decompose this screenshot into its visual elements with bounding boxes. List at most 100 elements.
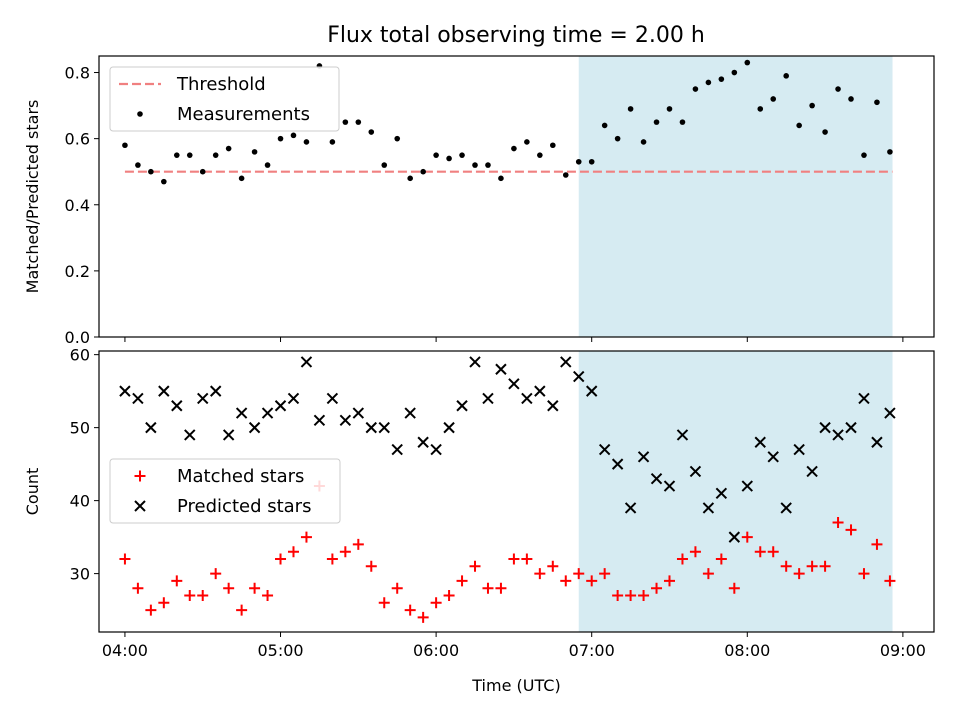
- matched-star-point: [689, 546, 701, 558]
- matched-star-point: [806, 560, 818, 572]
- measurement-point: [225, 145, 232, 152]
- measurement-point: [640, 139, 647, 145]
- measurement-point: [472, 162, 478, 168]
- measurement-point: [186, 152, 193, 158]
- matched-star-point: [547, 560, 559, 572]
- predicted-star-point: [637, 451, 650, 463]
- predicted-star-point: [443, 421, 455, 434]
- predicted-star-point: [313, 414, 326, 427]
- matched-star-point: [132, 582, 144, 594]
- matched-star-point: [197, 590, 209, 602]
- measurement-point: [757, 106, 764, 112]
- matched-star-point: [262, 590, 274, 602]
- predicted-star-point: [197, 392, 209, 405]
- legend-predicted-label: Predicted stars: [177, 496, 311, 517]
- matched-star-point: [145, 604, 157, 616]
- measurement-point: [342, 119, 349, 125]
- measurement-point: [705, 79, 712, 86]
- matched-star-point: [287, 546, 299, 558]
- legend-predicted-swatch: [134, 500, 146, 512]
- predicted-star-point: [845, 421, 857, 434]
- matched-star-point: [819, 560, 831, 572]
- measurement-point: [692, 86, 699, 92]
- predicted-star-point: [715, 487, 728, 500]
- predicted-star-point: [624, 502, 637, 514]
- matched-star-point: [754, 546, 766, 558]
- matched-star-point: [663, 575, 675, 587]
- x-axis-label: Time (UTC): [471, 676, 560, 695]
- measurement-point: [770, 96, 777, 102]
- predicted-star-point: [352, 407, 365, 419]
- y-tick-label: 0.0: [65, 328, 90, 347]
- legend-threshold-label: Threshold: [176, 74, 266, 95]
- y-tick-label: 0.6: [65, 130, 90, 149]
- predicted-star-point: [417, 436, 429, 448]
- matched-star-point: [417, 611, 429, 623]
- predicted-star-point: [469, 356, 481, 368]
- predicted-star-point: [184, 429, 196, 441]
- predicted-star-point: [702, 502, 715, 514]
- measurement-point: [459, 152, 465, 158]
- predicted-star-point: [767, 451, 779, 463]
- measurement-point: [562, 172, 569, 178]
- matched-star-point: [223, 582, 235, 594]
- matched-star-point: [534, 568, 546, 580]
- matched-star-point: [119, 553, 131, 565]
- bottom-panel: 30 40 50 60 04:00 05:00 06:00 07:00 08:00 09:00 Co…: [23, 346, 935, 695]
- matched-star-point: [741, 531, 753, 543]
- measurement-point: [511, 145, 517, 152]
- predicted-star-point: [287, 392, 300, 405]
- measurement-point: [848, 96, 854, 102]
- predicted-star-point: [235, 407, 248, 419]
- predicted-star-point: [391, 443, 403, 456]
- y-axis-label: Count: [23, 468, 42, 516]
- y-axis-label: Matched/Predicted stars: [23, 100, 42, 294]
- measurement-point: [238, 175, 245, 182]
- measurement-point: [861, 152, 867, 158]
- measurement-point: [303, 139, 310, 145]
- matched-star-point: [612, 590, 624, 602]
- x-tick-label: 09:00: [880, 641, 926, 660]
- measurement-point: [796, 122, 802, 129]
- predicted-star-point: [456, 400, 468, 412]
- measurement-point: [433, 152, 439, 158]
- matched-star-point: [404, 604, 416, 616]
- measurement-point: [614, 135, 621, 142]
- measurement-point: [718, 76, 725, 82]
- legend: Threshold Measurements: [109, 66, 340, 132]
- measurement-point: [148, 168, 154, 175]
- x-tick-label: 04:00: [102, 641, 148, 660]
- predicted-star-point: [650, 473, 663, 485]
- predicted-star-point: [598, 443, 611, 456]
- y-tick-label: 0.8: [65, 64, 90, 83]
- measurement-point: [251, 149, 258, 155]
- measurement-point: [537, 152, 543, 158]
- matched-star-point: [728, 582, 740, 594]
- measurement-point: [381, 162, 388, 168]
- matched-star-point: [275, 553, 287, 565]
- measurement-point: [368, 129, 375, 135]
- measurement-point: [887, 149, 893, 155]
- predicted-star-point: [300, 356, 313, 368]
- matched-star-point: [651, 582, 663, 594]
- matched-star-point: [158, 597, 170, 609]
- predicted-star-point: [508, 378, 520, 390]
- matched-star-point: [521, 553, 533, 565]
- predicted-star-point: [430, 443, 442, 456]
- matched-star-point: [884, 575, 896, 587]
- predicted-star-point: [274, 400, 287, 412]
- figure-title: Flux total observing time = 2.00 h: [327, 23, 705, 48]
- matched-star-point: [171, 575, 183, 587]
- measurement-point: [407, 175, 413, 182]
- predicted-star-point: [754, 436, 766, 448]
- x-tick-label: 06:00: [413, 641, 459, 660]
- matched-star-point: [210, 568, 222, 580]
- predicted-star-point: [806, 465, 818, 478]
- matched-star-point: [832, 517, 844, 529]
- predicted-star-point: [248, 421, 261, 434]
- measurement-point: [355, 119, 362, 125]
- predicted-star-point: [482, 392, 494, 405]
- measurement-point: [588, 158, 595, 165]
- matched-star-point: [767, 546, 779, 558]
- measurement-point: [731, 69, 738, 76]
